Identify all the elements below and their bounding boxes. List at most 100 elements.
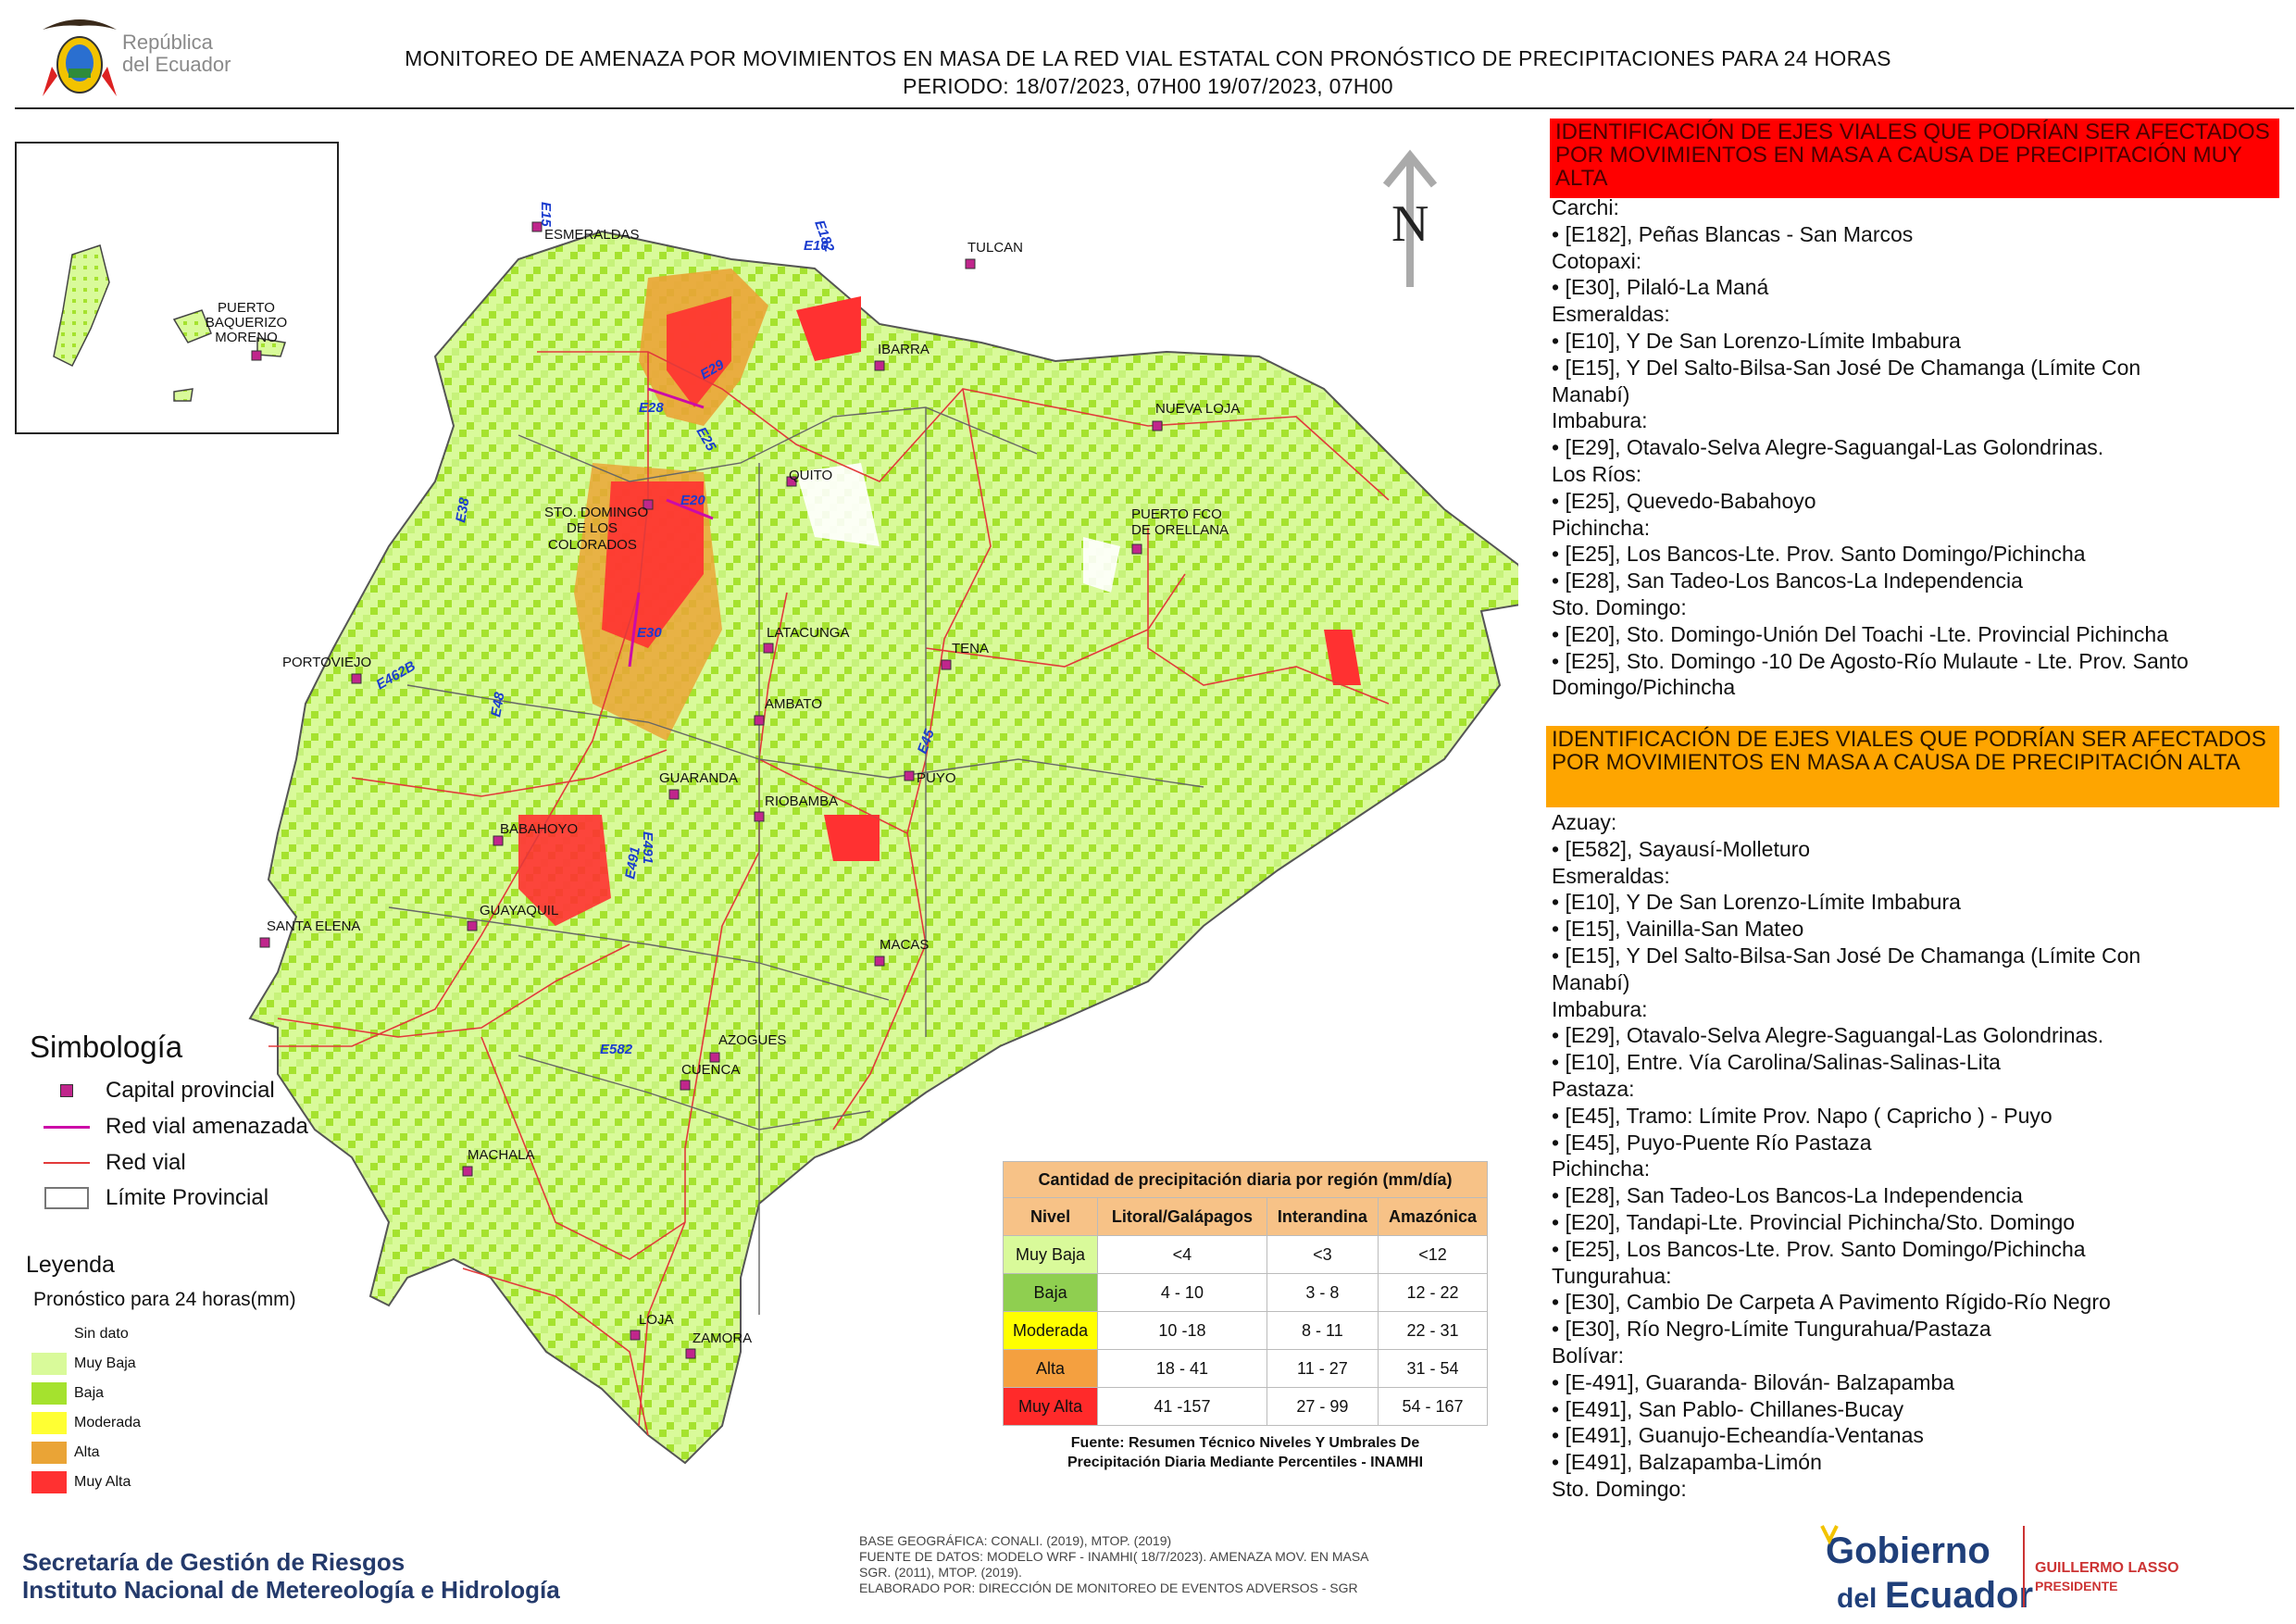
isla-espanola [173, 388, 193, 402]
capital-marker [754, 811, 765, 822]
province-heading: Cotopaxi: [1552, 248, 1642, 273]
symbology-item-limite: Límite Provincial [41, 1184, 268, 1212]
legend-item: Alta [31, 1441, 100, 1465]
zone-sin-dato [796, 463, 880, 546]
footer-note: SGR. (2011), MTOP. (2019). [859, 1565, 1022, 1580]
table-header-nivel: Nivel [1002, 1197, 1099, 1236]
symbology-label: Capital provincial [106, 1078, 275, 1103]
map-title: MONITOREO DE AMENAZA POR MOVIMIENTOS EN … [405, 46, 1891, 70]
legend-label: Alta [74, 1444, 100, 1460]
galapagos-map: PUERTO BAQUERIZO MORENO [53, 244, 287, 402]
capital-marker [1131, 543, 1142, 555]
legend-swatch [31, 1471, 67, 1493]
road-item: • [E491], Guanujo-Echeandía-Ventanas [1552, 1423, 1924, 1448]
road-label: E15 [538, 202, 554, 227]
symbology-label: Red vial [106, 1150, 186, 1175]
magenta-line-icon [44, 1125, 90, 1129]
road-item: • [E15], Y Del Salto-Bilsa-San José De C… [1552, 355, 2141, 380]
capital-marker [874, 956, 885, 967]
president-title: PRESIDENTE [2035, 1579, 2117, 1593]
country-mainland [248, 230, 1518, 1465]
capital-marker [467, 920, 478, 931]
road-label: E582 [600, 1042, 633, 1057]
table-cell-amazonica: 22 - 31 [1377, 1311, 1489, 1350]
province-heading: Domingo/Pichincha [1552, 675, 1736, 700]
capital-marker [685, 1348, 696, 1359]
city-label: RIOBAMBA [765, 793, 838, 809]
panel-muy-alta-header: IDENTIFICACIÓN DE EJES VIALES QUE PODRÍA… [1550, 119, 2279, 198]
province-heading: Pastaza: [1552, 1076, 1635, 1101]
table-cell-interandina: 3 - 8 [1266, 1273, 1379, 1312]
province-heading: Bolívar: [1552, 1343, 1624, 1368]
republica-text-line1: República [122, 31, 213, 54]
table-row: Alta 18 - 41 11 - 27 31 - 54 [1002, 1349, 1489, 1388]
table-header-litoral: Litoral/Galápagos [1097, 1197, 1267, 1236]
isla-santa-cruz [172, 309, 212, 344]
city-label: ZAMORA [693, 1330, 752, 1346]
road-network [268, 351, 1390, 1436]
table-cell-litoral: 18 - 41 [1097, 1349, 1267, 1388]
red-line-icon [44, 1162, 90, 1164]
republica-coat-of-arms-icon [43, 19, 117, 96]
city-label: LATACUNGA [767, 625, 849, 641]
road-item: • [E25], Los Bancos-Lte. Prov. Santo Dom… [1552, 542, 2086, 567]
table-header-amazonica: Amazónica [1377, 1197, 1489, 1236]
footer-note: BASE GEOGRÁFICA: CONALI. (2019), MTOP. (… [859, 1533, 1172, 1548]
table-cell-amazonica: 31 - 54 [1377, 1349, 1489, 1388]
city-label: PUERTO FCO [1131, 506, 1222, 522]
footer-notes: BASE GEOGRÁFICA: CONALI. (2019), MTOP. (… [859, 1533, 1507, 1596]
province-heading: Pichincha: [1552, 515, 1651, 540]
gob-word1: Gobierno [1826, 1530, 1990, 1571]
city-label: LOJA [639, 1312, 674, 1328]
capital-square-icon [60, 1084, 73, 1097]
road-item: • [E182], Peñas Blancas - San Marcos [1552, 221, 1914, 246]
province-heading: Azuay: [1552, 810, 1617, 834]
symbology-label: Red vial amenazada [106, 1114, 308, 1139]
table-cell-litoral: 41 -157 [1097, 1387, 1267, 1426]
gob-word2: del [1837, 1583, 1877, 1614]
table-row: Muy Alta 41 -157 27 - 99 54 - 167 [1002, 1387, 1489, 1426]
symbology-title: Simbología [30, 1030, 183, 1064]
zone-muy-alta-north [667, 296, 731, 407]
republica-text-line2: del Ecuador [122, 53, 231, 76]
capital-marker-baquerizo [251, 350, 262, 361]
legend-item: Baja [31, 1381, 104, 1405]
symbology-item-red-vial: Red vial [41, 1149, 186, 1177]
province-heading: Esmeraldas: [1552, 863, 1670, 888]
capital-marker [259, 937, 270, 948]
road-item: • [E15], Vainilla-San Mateo [1552, 917, 1804, 942]
capital-marker [462, 1166, 473, 1177]
zone-muy-alta-stodomingo [602, 481, 704, 648]
road-item: • [E30], Cambio De Carpeta A Pavimento R… [1552, 1290, 2111, 1315]
city-label: COLORADOS [548, 537, 637, 553]
gobierno-ecuador-logo: Gobierno del Ecuador GUILLERMO LASSO PRE… [1820, 1525, 2179, 1616]
table-cell-amazonica: <12 [1377, 1235, 1489, 1274]
table-cell-litoral: 10 -18 [1097, 1311, 1267, 1350]
table-row: Moderada 10 -18 8 - 11 22 - 31 [1002, 1311, 1489, 1350]
table-caption: Cantidad de precipitación diaria por reg… [1003, 1161, 1488, 1198]
province-heading: Manabí) [1552, 969, 1630, 994]
city-label: PORTOVIEJO [282, 655, 371, 670]
legend-swatch [31, 1353, 67, 1375]
table-cell-interandina: <3 [1266, 1235, 1379, 1274]
capital-marker [965, 258, 976, 269]
legend-label: Muy Baja [74, 1355, 136, 1371]
city-label: AMBATO [765, 696, 822, 712]
capital-marker [493, 835, 504, 846]
table-cell-interandina: 8 - 11 [1266, 1311, 1379, 1350]
capital-marker [904, 770, 915, 781]
road-item: • [E28], San Tadeo-Los Bancos-La Indepen… [1552, 1183, 2023, 1208]
inamhi-name: Instituto Nacional de Metereología e Hid… [22, 1576, 560, 1604]
road-item: • [E491], Balzapamba-Limón [1552, 1450, 1822, 1475]
table-cell-interandina: 11 - 27 [1266, 1349, 1379, 1388]
table-cell-nivel: Moderada [1002, 1311, 1099, 1350]
table-cell-nivel: Alta [1002, 1349, 1099, 1388]
city-label: BABAHOYO [500, 821, 578, 837]
grey-box-icon [44, 1187, 89, 1209]
province-heading: Manabí) [1552, 381, 1630, 406]
road-label: E491 [622, 845, 643, 880]
president-name: GUILLERMO LASSO [2035, 1560, 2179, 1576]
legend-swatch [31, 1382, 67, 1405]
city-label: IBARRA [878, 342, 930, 357]
road-label: E491 [640, 831, 655, 864]
